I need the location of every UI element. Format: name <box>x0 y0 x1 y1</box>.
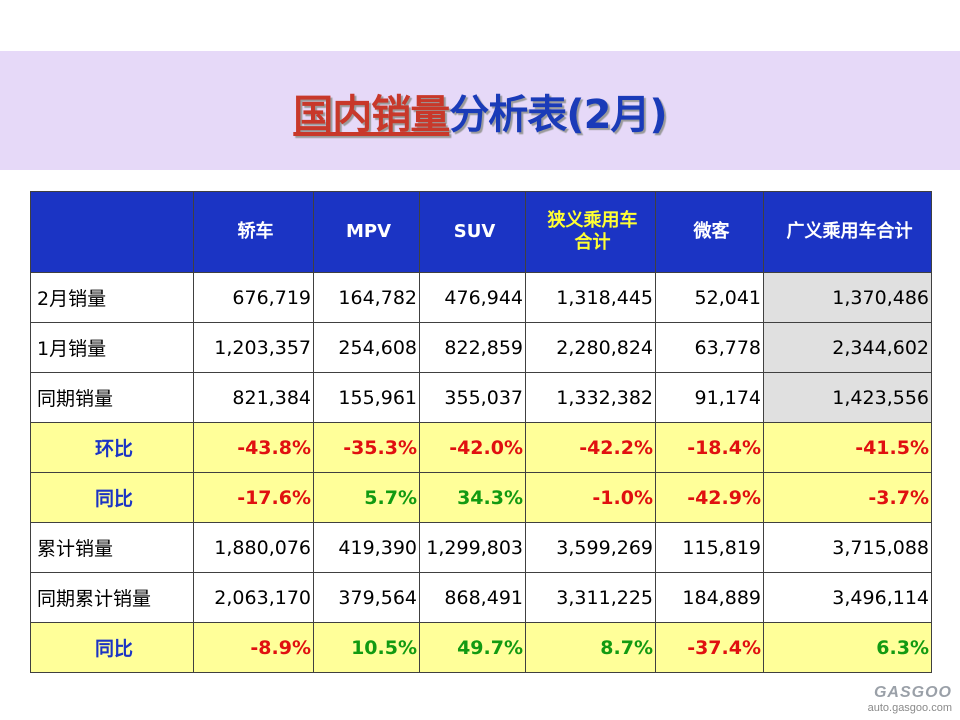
table-cell: 868,491 <box>419 572 526 623</box>
table-cell: -41.5% <box>763 422 932 473</box>
table-cell: 91,174 <box>655 372 764 423</box>
watermark: GASGOO auto.gasgoo.com <box>868 684 952 714</box>
table-cell: 115,819 <box>655 522 764 573</box>
table-cell: 822,859 <box>419 322 526 373</box>
header-cell: MPV <box>313 191 420 273</box>
table-row: 同期销量 821,384 155,961 355,037 1,332,382 91,174… <box>30 372 932 423</box>
header-cell: 轿车 <box>193 191 314 273</box>
table-cell: 2,280,824 <box>525 322 656 373</box>
row-label: 同比 <box>30 622 194 673</box>
row-label: 同比 <box>30 472 194 523</box>
table-cell: 52,041 <box>655 272 764 323</box>
table-row: 1月销量 1,203,357 254,608 822,859 2,280,824 63,7… <box>30 322 932 373</box>
table-cell: 1,880,076 <box>193 522 314 573</box>
table-row: 环比 -43.8% -35.3% -42.0% -42.2% -18.4% -41.5% <box>30 422 932 473</box>
table-cell: 355,037 <box>419 372 526 423</box>
header-cell: 狭义乘用车合计 <box>525 191 656 273</box>
table-cell: 1,318,445 <box>525 272 656 323</box>
title-band <box>0 51 960 170</box>
watermark-url: auto.gasgoo.com <box>867 702 952 714</box>
table-cell: 2,344,602 <box>763 322 932 373</box>
table-cell: -3.7% <box>763 472 932 523</box>
table-cell: 1,299,803 <box>419 522 526 573</box>
table-row: 同比 -17.6% 5.7% 34.3% -1.0% -42.9% -3.7% <box>30 472 932 523</box>
header-cell: SUV <box>419 191 526 273</box>
table-cell: 164,782 <box>313 272 420 323</box>
table-cell: 3,599,269 <box>525 522 656 573</box>
page-title: 国内销量分析表(2月) <box>0 82 960 140</box>
table-cell: -43.8% <box>193 422 314 473</box>
page-title-part1: 国内销量 <box>293 92 450 138</box>
table-cell: 3,311,225 <box>525 572 656 623</box>
header-cell-text: 狭义乘用车合计 <box>547 210 638 253</box>
table-cell: 6.3% <box>763 622 932 673</box>
table-cell: 254,608 <box>313 322 420 373</box>
table-cell: 63,778 <box>655 322 764 373</box>
header-cell: 微客 <box>655 191 764 273</box>
table-cell: 1,423,556 <box>763 372 932 423</box>
header-cell: 广义乘用车合计 <box>763 191 932 273</box>
table-cell: -18.4% <box>655 422 764 473</box>
table-cell: 34.3% <box>419 472 526 523</box>
table-cell: -37.4% <box>655 622 764 673</box>
table-cell: 5.7% <box>313 472 420 523</box>
table-cell: 1,370,486 <box>763 272 932 323</box>
table-row: 同期累计销量 2,063,170 379,564 868,491 3,311,225 18… <box>30 572 932 623</box>
table-cell: 3,496,114 <box>763 572 932 623</box>
table-cell: 8.7% <box>525 622 656 673</box>
table-cell: 379,564 <box>313 572 420 623</box>
row-label: 环比 <box>30 422 194 473</box>
table-cell: -42.9% <box>655 472 764 523</box>
table-cell: -1.0% <box>525 472 656 523</box>
table-cell: -8.9% <box>193 622 314 673</box>
row-label: 同期累计销量 <box>30 572 194 623</box>
table-cell: 1,332,382 <box>525 372 656 423</box>
table-cell: -35.3% <box>313 422 420 473</box>
table-cell: -42.2% <box>525 422 656 473</box>
table-cell: 676,719 <box>193 272 314 323</box>
table-cell: 2,063,170 <box>193 572 314 623</box>
row-label: 2月销量 <box>30 272 194 323</box>
table-cell: -42.0% <box>419 422 526 473</box>
table-cell: 821,384 <box>193 372 314 423</box>
table-cell: 1,203,357 <box>193 322 314 373</box>
table-row: 同比 -8.9% 10.5% 49.7% 8.7% -37.4% 6.3% <box>30 622 932 673</box>
sales-table: 轿车 MPV SUV 狭义乘用车合计 微客 广义乘用车合计 2月销量 676,71… <box>30 191 932 673</box>
table-row: 2月销量 676,719 164,782 476,944 1,318,445 52,041… <box>30 272 932 323</box>
table-cell: 184,889 <box>655 572 764 623</box>
table-row: 累计销量 1,880,076 419,390 1,299,803 3,599,269 11… <box>30 522 932 573</box>
table-cell: 3,715,088 <box>763 522 932 573</box>
table-cell: 155,961 <box>313 372 420 423</box>
row-label: 同期销量 <box>30 372 194 423</box>
page-title-part2: 分析表(2月) <box>449 92 667 138</box>
table-cell: 49.7% <box>419 622 526 673</box>
table-cell: -17.6% <box>193 472 314 523</box>
table-cell: 419,390 <box>313 522 420 573</box>
header-cell <box>30 191 194 273</box>
table-cell: 476,944 <box>419 272 526 323</box>
row-label: 1月销量 <box>30 322 194 373</box>
watermark-logo: GASGOO <box>873 684 952 701</box>
table-header-row: 轿车 MPV SUV 狭义乘用车合计 微客 广义乘用车合计 <box>30 191 932 273</box>
row-label: 累计销量 <box>30 522 194 573</box>
table-cell: 10.5% <box>313 622 420 673</box>
